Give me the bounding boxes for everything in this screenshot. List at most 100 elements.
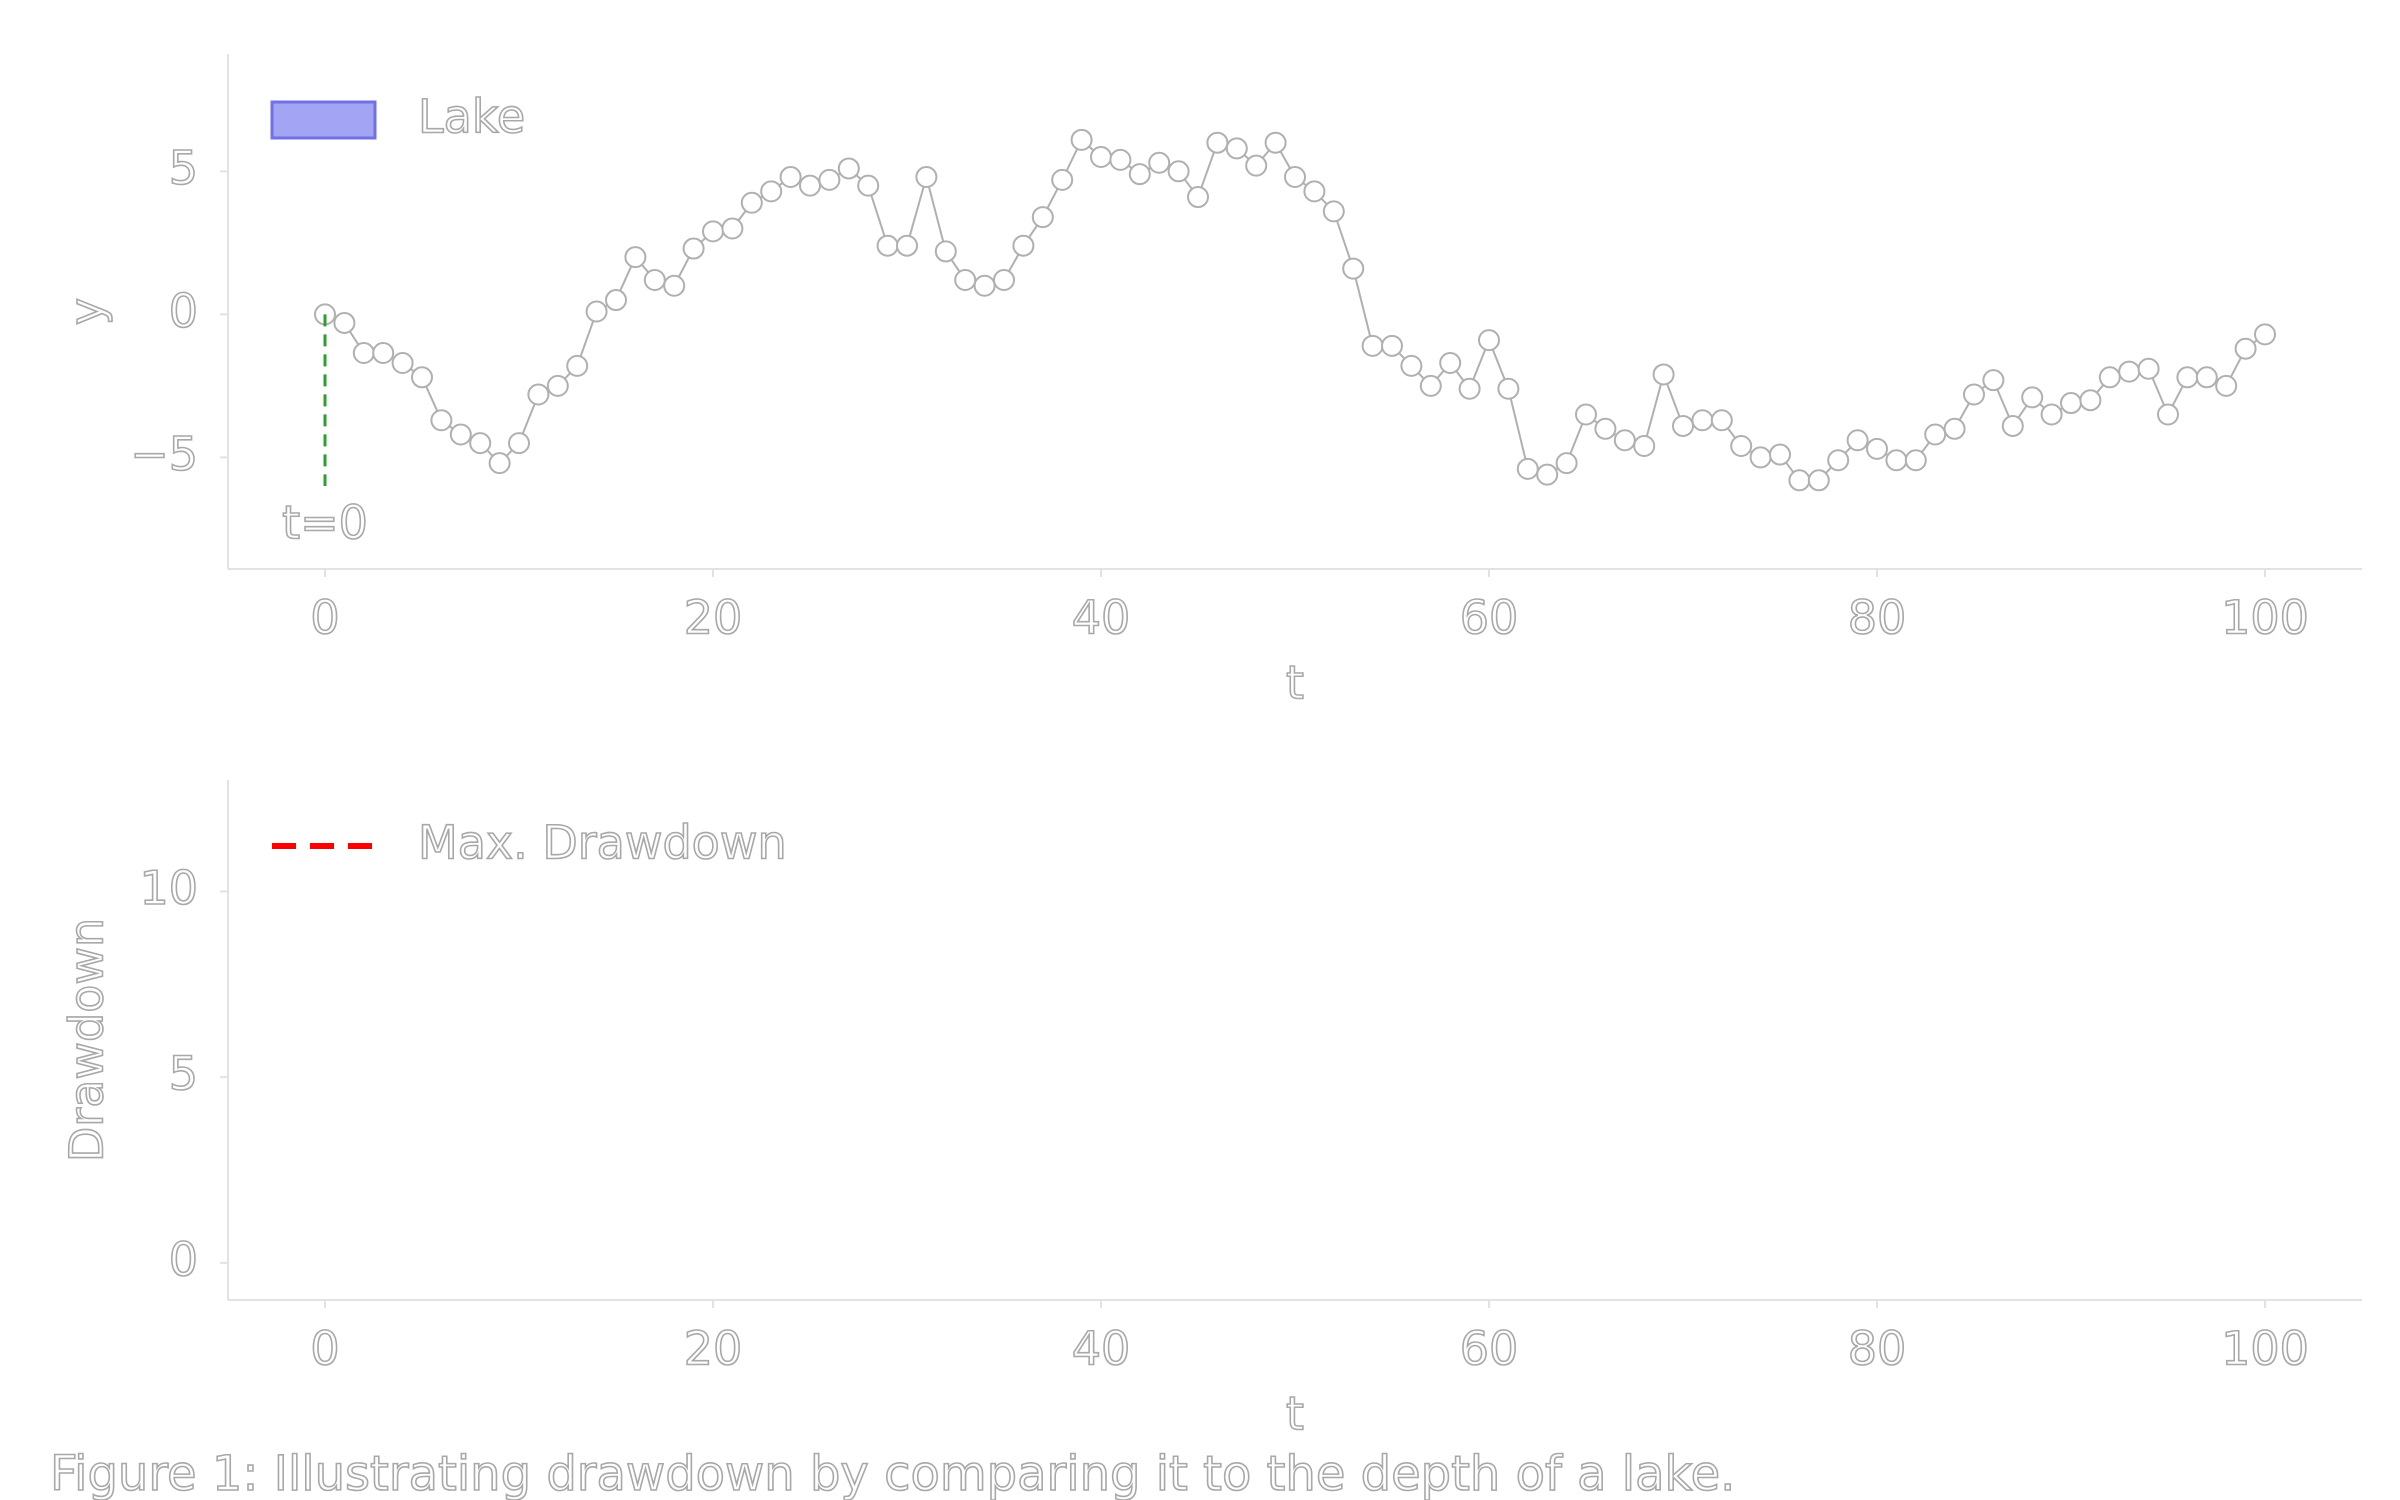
data-point xyxy=(1090,146,1112,168)
data-point xyxy=(1555,452,1578,475)
x-tick-label: 100 xyxy=(2221,591,2309,645)
data-point xyxy=(1070,128,1093,151)
data-point xyxy=(1400,354,1423,377)
data-point xyxy=(934,240,957,263)
data-point xyxy=(2234,337,2257,360)
data-point xyxy=(1575,403,1597,426)
data-point xyxy=(1982,369,2005,392)
data-point xyxy=(1672,414,1694,437)
data-point xyxy=(1245,154,1268,177)
data-point xyxy=(1536,463,1559,486)
data-point xyxy=(954,269,977,292)
data-point xyxy=(721,217,744,240)
data-point xyxy=(1206,131,1229,154)
data-point xyxy=(1710,409,1733,432)
data-point xyxy=(2157,403,2179,426)
data-point xyxy=(1381,334,1403,357)
data-point xyxy=(1361,334,1384,357)
x-tick-label: 20 xyxy=(684,1322,743,1376)
data-point xyxy=(585,300,608,323)
data-point xyxy=(1225,137,1248,160)
data-point xyxy=(449,423,472,446)
data-point xyxy=(1439,352,1462,374)
y-tick-label: 0 xyxy=(169,1232,198,1286)
data-point xyxy=(1012,234,1035,257)
data-point xyxy=(2118,360,2141,383)
data-point xyxy=(1827,449,1850,472)
legend-label: Max. Drawdown xyxy=(418,816,787,870)
data-point xyxy=(2195,366,2218,389)
data-point xyxy=(779,166,802,189)
data-point xyxy=(2098,366,2121,389)
data-point xyxy=(1167,160,1190,183)
legend-swatch xyxy=(270,100,377,140)
data-point xyxy=(896,234,918,257)
data-point xyxy=(702,220,724,243)
data-point xyxy=(372,341,395,364)
y-axis-label: Drawdown xyxy=(60,918,114,1162)
caption: Figure 1: Illustrating drawdown by compa… xyxy=(50,1446,1735,1500)
x-tick-label: 40 xyxy=(1072,1322,1131,1376)
data-point xyxy=(352,341,375,364)
data-point xyxy=(1749,446,1772,469)
data-point xyxy=(643,269,666,292)
x-tick-label: 80 xyxy=(1848,1322,1907,1376)
y-tick-label: 10 xyxy=(139,861,198,915)
x-tick-label: 80 xyxy=(1848,591,1907,645)
data-point xyxy=(973,274,996,297)
data-point xyxy=(2215,374,2238,397)
x-tick-label: 20 xyxy=(684,591,743,645)
data-point xyxy=(2040,403,2063,426)
annotation: t=0 xyxy=(282,496,368,550)
x-axis-label: t xyxy=(1286,656,1304,710)
data-point xyxy=(1846,429,1869,452)
data-point xyxy=(1866,437,1888,460)
data-point xyxy=(1419,374,1442,397)
data-point xyxy=(1342,257,1365,280)
x-tick-label: 40 xyxy=(1072,591,1131,645)
data-point xyxy=(1788,469,1811,492)
data-point xyxy=(1904,449,1927,472)
data-point xyxy=(1652,363,1675,386)
data-point xyxy=(857,174,880,197)
x-tick-label: 60 xyxy=(1460,591,1519,645)
data-point xyxy=(1284,166,1306,189)
data-point xyxy=(663,274,686,297)
data-point xyxy=(605,289,627,312)
data-point xyxy=(2079,389,2102,412)
data-point xyxy=(1128,163,1151,186)
data-point xyxy=(1497,377,1520,400)
data-point xyxy=(1885,449,1908,472)
legend-label: Lake xyxy=(418,90,525,144)
data-point xyxy=(1264,131,1287,154)
data-point xyxy=(799,174,821,197)
data-point xyxy=(488,452,511,475)
data-point xyxy=(1516,457,1539,480)
data-point xyxy=(837,157,860,180)
data-point xyxy=(469,432,492,455)
data-point xyxy=(1924,423,1947,446)
data-point xyxy=(2021,386,2044,409)
data-point xyxy=(546,374,569,397)
data-point xyxy=(2254,323,2276,346)
data-point xyxy=(566,354,589,377)
data-point xyxy=(1322,200,1345,223)
data-point xyxy=(1633,434,1656,457)
data-point xyxy=(1187,186,1209,209)
x-tick-label: 100 xyxy=(2221,1322,2309,1376)
data-point xyxy=(682,237,705,260)
data-point xyxy=(2060,392,2082,415)
data-point xyxy=(1031,206,1054,229)
data-point xyxy=(876,234,899,257)
data-point xyxy=(2176,366,2199,389)
data-point xyxy=(993,269,1015,292)
data-point xyxy=(1943,417,1966,440)
data-point xyxy=(1594,417,1617,440)
data-point xyxy=(818,168,841,191)
data-point xyxy=(430,409,453,432)
y-tick-label: −5 xyxy=(130,427,198,481)
data-point xyxy=(1963,383,1985,406)
data-point xyxy=(1109,148,1132,171)
data-point xyxy=(527,383,550,406)
